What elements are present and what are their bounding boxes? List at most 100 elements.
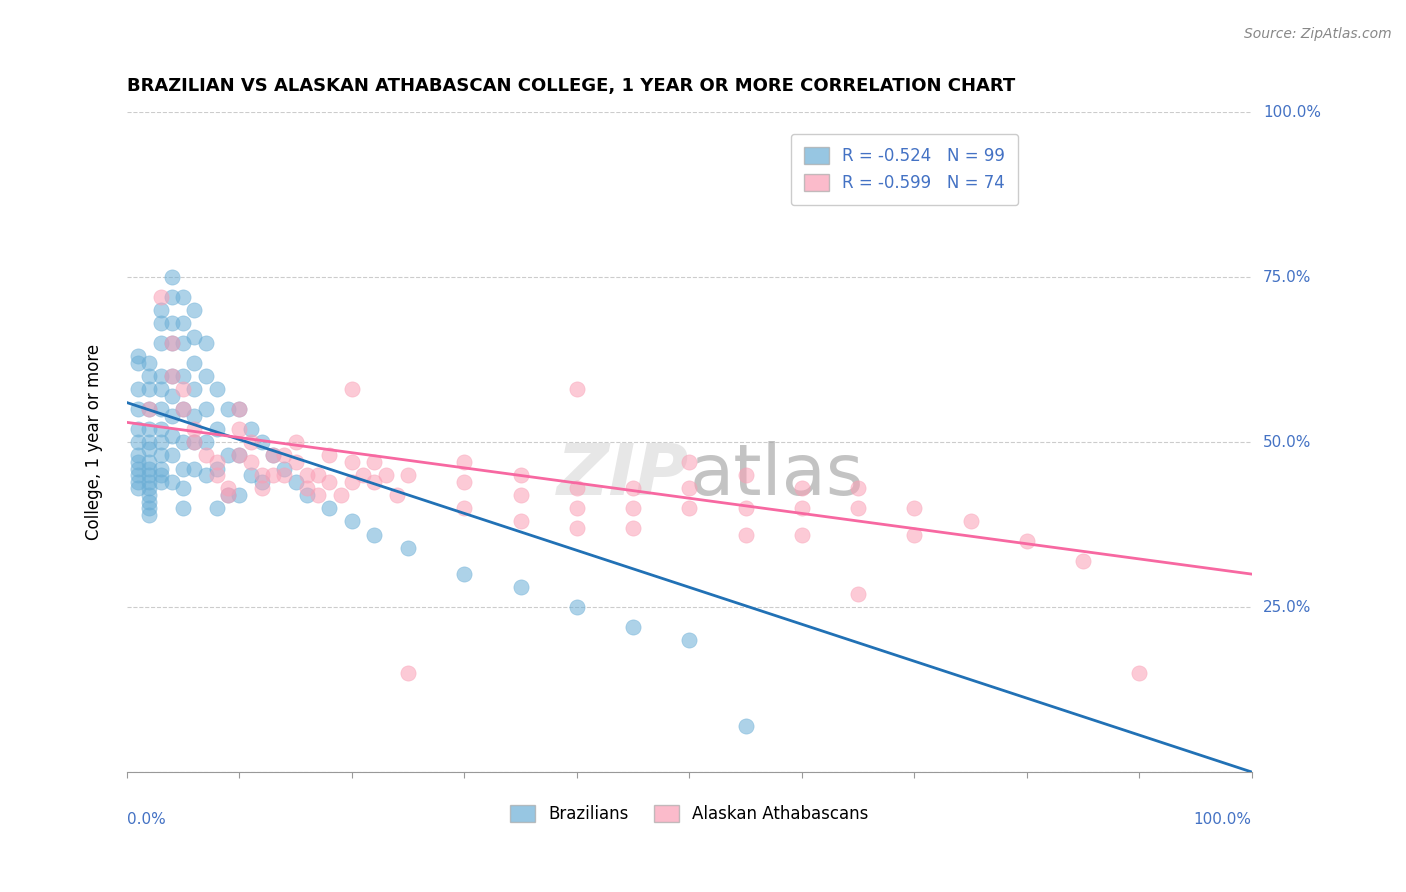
Point [138,461,160,475]
Point [127,350,149,364]
Point [138,369,160,384]
Point [318,475,340,489]
Point [295,481,318,495]
Point [284,455,307,469]
Point [138,402,160,417]
Point [621,521,644,535]
Point [374,468,396,483]
Point [228,402,250,417]
Point [217,488,239,502]
Point [363,527,385,541]
Legend: Brazilians, Alaskan Athabascans: Brazilians, Alaskan Athabascans [503,798,875,830]
Text: 50.0%: 50.0% [1263,434,1312,450]
Point [262,448,284,462]
Point [127,383,149,397]
Point [194,468,217,483]
Point [149,290,172,304]
Point [239,422,262,436]
Point [678,455,700,469]
Y-axis label: College, 1 year or more: College, 1 year or more [86,344,103,541]
Point [318,501,340,516]
Point [205,383,228,397]
Point [273,448,295,462]
Point [565,521,588,535]
Point [678,633,700,648]
Point [307,488,329,502]
Point [217,402,239,417]
Point [172,435,194,450]
Point [160,369,183,384]
Point [396,541,419,555]
Point [138,468,160,483]
Point [396,468,419,483]
Point [149,468,172,483]
Point [273,468,295,483]
Point [903,527,925,541]
Point [127,435,149,450]
Point [127,422,149,436]
Point [183,329,205,343]
Point [138,488,160,502]
Point [284,475,307,489]
Point [149,303,172,318]
Text: 100.0%: 100.0% [1263,104,1322,120]
Point [959,514,981,528]
Point [262,468,284,483]
Point [127,356,149,370]
Point [1128,666,1150,681]
Point [205,501,228,516]
Point [183,422,205,436]
Point [340,475,363,489]
Point [846,587,869,601]
Point [318,448,340,462]
Point [183,435,205,450]
Point [621,501,644,516]
Text: 100.0%: 100.0% [1194,812,1251,827]
Point [250,468,273,483]
Point [239,468,262,483]
Point [453,475,475,489]
Point [565,383,588,397]
Point [160,475,183,489]
Point [149,383,172,397]
Point [509,514,531,528]
Point [284,435,307,450]
Text: 75.0%: 75.0% [1263,269,1312,285]
Point [172,402,194,417]
Point [228,448,250,462]
Point [194,336,217,351]
Point [183,409,205,423]
Text: 25.0%: 25.0% [1263,599,1312,615]
Point [149,317,172,331]
Point [228,488,250,502]
Point [160,336,183,351]
Point [239,435,262,450]
Point [127,402,149,417]
Point [1015,534,1038,549]
Point [846,481,869,495]
Point [250,475,273,489]
Point [790,527,813,541]
Point [250,481,273,495]
Point [340,514,363,528]
Point [127,448,149,462]
Point [228,422,250,436]
Point [127,475,149,489]
Point [138,481,160,495]
Point [453,501,475,516]
Point [149,448,172,462]
Point [678,501,700,516]
Point [565,481,588,495]
Point [172,501,194,516]
Point [352,468,374,483]
Text: atlas: atlas [689,441,863,509]
Point [295,468,318,483]
Point [149,461,172,475]
Point [183,356,205,370]
Point [160,336,183,351]
Point [205,422,228,436]
Text: ZIP: ZIP [557,441,689,509]
Point [172,383,194,397]
Point [273,461,295,475]
Point [734,719,756,733]
